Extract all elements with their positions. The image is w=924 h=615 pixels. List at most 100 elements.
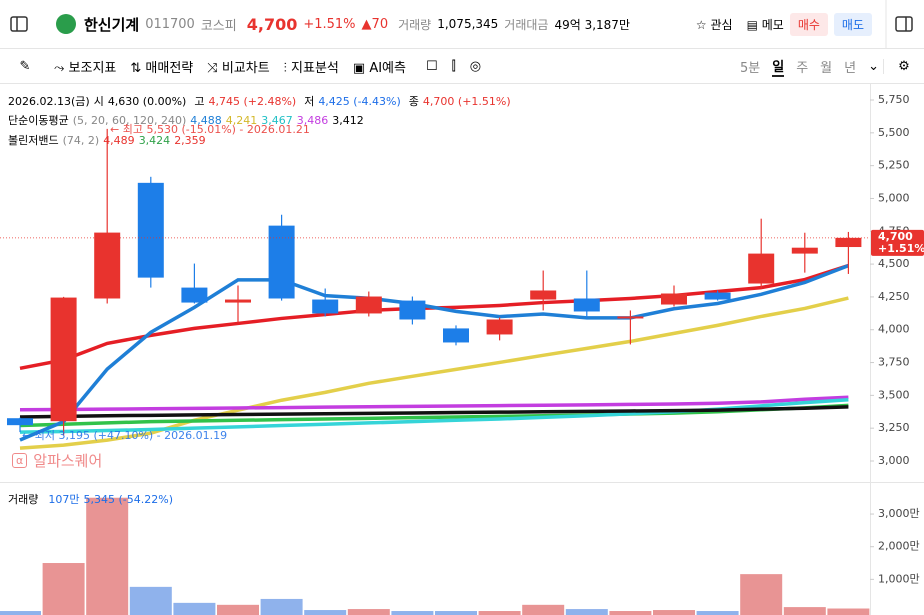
volume-bar xyxy=(478,611,521,615)
indicator-line xyxy=(19,405,849,419)
bb-params: (74, 2) xyxy=(62,133,100,147)
tool[interactable]: ⫶ 지표분석 xyxy=(283,60,339,76)
change-value: 70 xyxy=(371,16,389,32)
sell-button[interactable]: 매도 xyxy=(833,12,872,36)
ma-value: 3,467 xyxy=(261,113,293,127)
candle-body xyxy=(791,247,818,254)
candle-body xyxy=(748,253,775,284)
candle-body xyxy=(443,328,469,343)
price: 4,700 xyxy=(246,14,298,34)
info-ohlc: 2026.02.13(금) 시 4,630 (0.00%) 고 4,745 (+2.… xyxy=(8,93,511,109)
change-pct: +1.51% xyxy=(303,16,356,32)
period[interactable]: 월 xyxy=(820,60,833,76)
memo-text: 메모 xyxy=(761,17,784,32)
chevron[interactable]: ⌄ xyxy=(868,58,879,74)
y-tick-label: 5,500 xyxy=(878,126,910,139)
volume-bar xyxy=(86,497,129,615)
tool[interactable]: ⇅ 매매전략 xyxy=(130,60,194,76)
volume-bar xyxy=(42,563,85,615)
ma-params: (5, 20, 60, 120, 240) xyxy=(72,113,187,127)
panel-icon[interactable] xyxy=(878,0,924,48)
ma-value: 4,241 xyxy=(225,113,258,127)
tool-text: 지표분석 xyxy=(291,60,339,76)
tool[interactable]: ⤨ 비교차트 xyxy=(207,60,270,76)
ma-value: 3,412 xyxy=(332,113,364,127)
volume-detail: 5,345 (-54.22%) xyxy=(83,492,173,506)
draw-icon[interactable]: ✎ xyxy=(19,58,31,74)
watermark: α 알파스퀘어 xyxy=(12,450,102,471)
favorite-button[interactable]: ☆ 관심 xyxy=(695,17,733,32)
header: 한신기계 011700 코스피 4,700 +1.51% ▲70 거래량 1,0… xyxy=(0,0,924,49)
y-tick-label: 3,750 xyxy=(878,356,910,369)
indicator-line xyxy=(19,395,849,412)
sidebar-icon[interactable] xyxy=(0,0,40,48)
buy-button[interactable]: 매수 xyxy=(789,12,828,36)
candle-body xyxy=(617,316,644,319)
period[interactable]: 년 xyxy=(844,60,857,76)
info-ma: 단순이동평균 (5, 20, 60, 120, 240) 4,488 4,241… xyxy=(8,112,364,128)
low-label: 저 xyxy=(304,95,315,108)
volume-bar xyxy=(217,604,259,615)
tool[interactable]: ⤳ 보조지표 xyxy=(54,60,117,76)
candle-body xyxy=(181,287,208,303)
tool[interactable]: ▣ AI예측 xyxy=(352,60,406,76)
tool-text: 매매전략 xyxy=(145,60,194,76)
open-label: 시 xyxy=(93,95,104,108)
candle-body xyxy=(50,297,77,422)
period[interactable]: 주 xyxy=(796,60,809,76)
bb-label: 볼린저밴드 xyxy=(8,134,59,147)
price-tag xyxy=(871,229,924,256)
indicator-line xyxy=(19,264,850,442)
bb-value: 4,489 xyxy=(103,133,135,147)
market: 코스피 xyxy=(200,18,237,34)
price-tag-pct: +1.51% xyxy=(878,242,924,255)
volume-bar xyxy=(783,607,826,615)
volume-bar xyxy=(0,611,41,615)
volume-bar xyxy=(609,611,652,615)
indicator-line xyxy=(19,403,849,428)
change: ▲70 xyxy=(361,16,389,32)
toolbar: ✎ ⤳ 보조지표 ⇅ 매매전략 ⤨ 비교차트 ⫶ 지표분석 ▣ AI예측 ☐ ⫿… xyxy=(0,49,924,84)
volume-bar xyxy=(827,608,870,615)
period[interactable]: 일 xyxy=(772,56,785,77)
min-text: 최저 3,195 (+47.10%) - 2026.01.19 xyxy=(34,429,228,442)
tool-text: 보조지표 xyxy=(68,60,117,76)
candle-body xyxy=(661,293,687,305)
volume-label: 거래량 xyxy=(398,17,432,32)
info-bb: 볼린저밴드 (74, 2) 4,489 3,424 2,359 xyxy=(8,132,206,148)
y-tick-label: 4,000 xyxy=(878,323,910,336)
high-label: 고 xyxy=(194,95,205,108)
candle-icon[interactable]: ⫿ xyxy=(451,58,456,74)
volume-bar xyxy=(391,611,434,615)
volume-bar xyxy=(304,610,347,615)
min-annotation: ← 최저 3,195 (+47.10%) - 2026.01.19 xyxy=(22,429,228,442)
candle-body xyxy=(137,182,164,278)
square-icon[interactable]: ☐ xyxy=(425,58,438,74)
period[interactable]: 5분 xyxy=(739,60,761,76)
price-tag-value: 4,700 xyxy=(878,230,913,243)
open: 4,630 (0.00%) xyxy=(107,94,187,108)
candle-body xyxy=(355,296,382,314)
close-label: 종 xyxy=(408,95,419,108)
volume-y-tick-label: 2,000만 xyxy=(878,540,920,553)
bb-value: 3,424 xyxy=(138,133,171,147)
candle-body xyxy=(7,418,33,426)
ma-value: 3,486 xyxy=(296,113,329,127)
volume-info: 거래량 107만 5,345 (-54.22%) xyxy=(8,491,173,507)
candle-body xyxy=(399,300,426,320)
settings-icon[interactable]: ⚙ xyxy=(883,58,924,74)
candle-body xyxy=(704,292,731,300)
candle-body xyxy=(225,299,251,303)
volume-bar xyxy=(740,574,783,615)
y-tick-label: 4,500 xyxy=(878,257,910,270)
bb-value: 2,359 xyxy=(174,133,206,147)
amount-label: 거래대금 xyxy=(504,17,549,32)
camera-icon[interactable]: ◎ xyxy=(469,58,482,74)
ma-value: 4,488 xyxy=(190,113,222,127)
volume-label: 거래량 xyxy=(8,493,39,506)
volume: 1,075,345 xyxy=(437,17,499,31)
memo-button[interactable]: ▤ 메모 xyxy=(746,17,784,32)
volume-bar xyxy=(173,602,216,615)
